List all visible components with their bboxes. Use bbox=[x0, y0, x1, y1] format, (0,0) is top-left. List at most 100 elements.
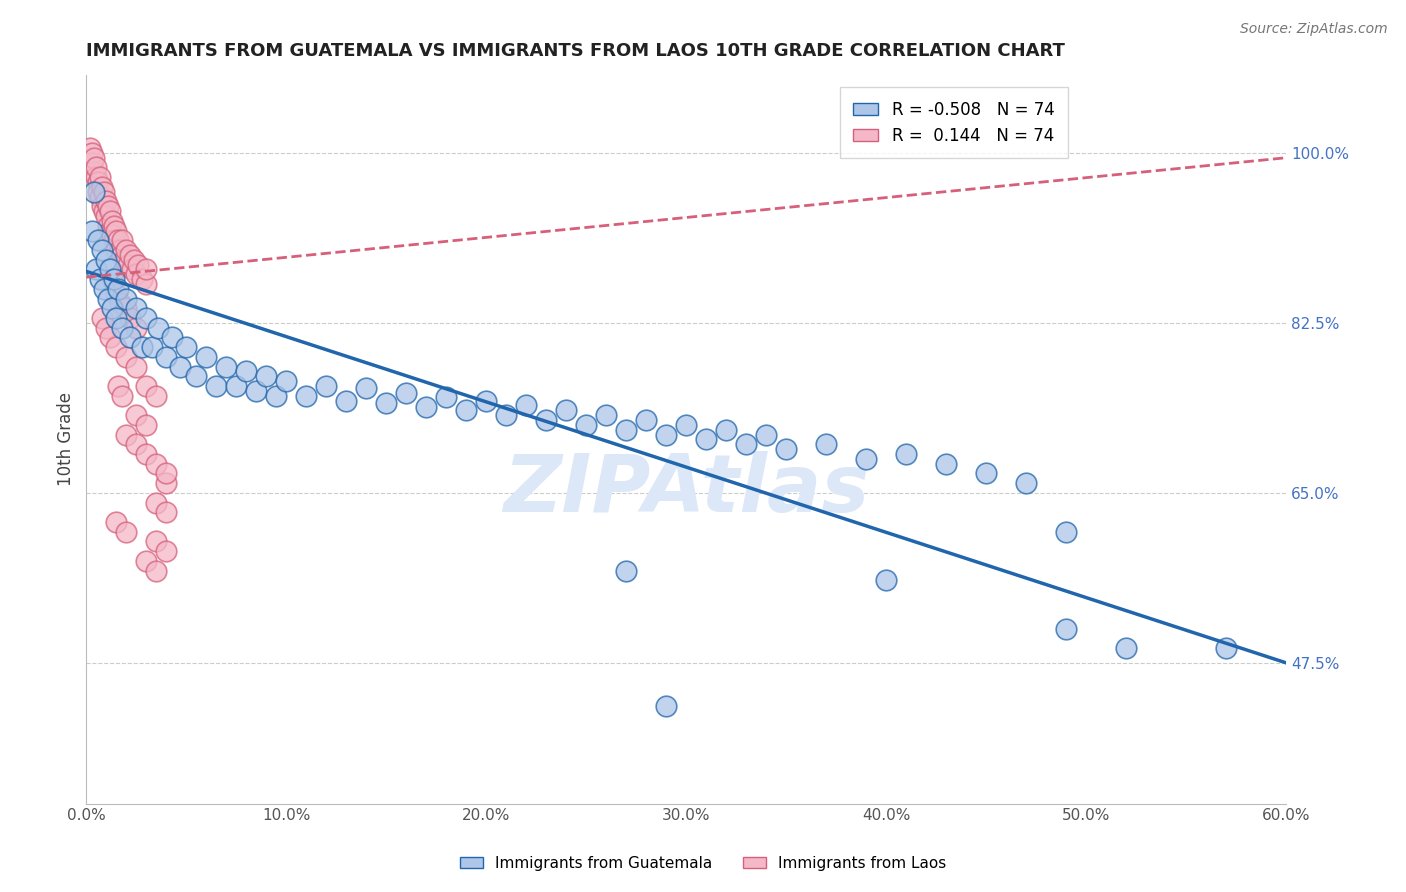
Point bbox=[111, 233, 134, 247]
Point bbox=[555, 403, 578, 417]
Point bbox=[415, 401, 437, 415]
Point bbox=[111, 248, 134, 262]
Point bbox=[101, 272, 124, 286]
Point bbox=[115, 243, 138, 257]
Point bbox=[1054, 622, 1077, 636]
Point bbox=[89, 272, 111, 286]
Point bbox=[91, 199, 114, 213]
Point bbox=[115, 301, 138, 316]
Point bbox=[83, 165, 105, 179]
Point bbox=[135, 417, 157, 432]
Point bbox=[225, 379, 247, 393]
Point bbox=[155, 350, 177, 364]
Point bbox=[87, 185, 110, 199]
Point bbox=[855, 451, 877, 466]
Point bbox=[195, 350, 218, 364]
Point bbox=[107, 282, 129, 296]
Point bbox=[84, 170, 107, 185]
Point bbox=[205, 379, 228, 393]
Point bbox=[96, 320, 118, 334]
Point bbox=[1215, 641, 1237, 656]
Point bbox=[105, 286, 128, 301]
Point bbox=[127, 258, 149, 272]
Point bbox=[215, 359, 238, 374]
Point bbox=[575, 417, 598, 432]
Point bbox=[655, 427, 678, 442]
Y-axis label: 10th Grade: 10th Grade bbox=[58, 392, 75, 486]
Point bbox=[125, 301, 148, 316]
Point bbox=[103, 233, 125, 247]
Point bbox=[97, 219, 120, 233]
Point bbox=[1115, 641, 1137, 656]
Point bbox=[93, 185, 115, 199]
Point bbox=[636, 413, 658, 427]
Point bbox=[82, 224, 104, 238]
Point bbox=[103, 272, 125, 286]
Point bbox=[614, 423, 637, 437]
Point bbox=[93, 282, 115, 296]
Point bbox=[82, 155, 104, 169]
Text: Source: ZipAtlas.com: Source: ZipAtlas.com bbox=[1240, 22, 1388, 37]
Point bbox=[120, 248, 142, 262]
Point bbox=[125, 359, 148, 374]
Point bbox=[111, 389, 134, 403]
Point bbox=[110, 243, 132, 257]
Point bbox=[125, 437, 148, 451]
Point bbox=[110, 296, 132, 310]
Point bbox=[115, 427, 138, 442]
Point bbox=[120, 330, 142, 344]
Point bbox=[96, 194, 118, 209]
Point bbox=[91, 311, 114, 326]
Point bbox=[115, 350, 138, 364]
Point bbox=[495, 408, 517, 422]
Point bbox=[755, 427, 778, 442]
Point bbox=[276, 374, 298, 388]
Point bbox=[101, 301, 124, 316]
Point bbox=[155, 544, 177, 558]
Point bbox=[125, 268, 148, 282]
Point bbox=[115, 292, 138, 306]
Point bbox=[91, 243, 114, 257]
Point bbox=[735, 437, 758, 451]
Point bbox=[103, 219, 125, 233]
Point bbox=[96, 209, 118, 223]
Point bbox=[87, 233, 110, 247]
Point bbox=[135, 447, 157, 461]
Point bbox=[254, 369, 277, 384]
Point bbox=[89, 170, 111, 185]
Point bbox=[354, 381, 377, 395]
Point bbox=[655, 699, 678, 714]
Point bbox=[84, 262, 107, 277]
Point bbox=[475, 393, 498, 408]
Point bbox=[456, 403, 478, 417]
Point bbox=[155, 505, 177, 519]
Point bbox=[131, 340, 153, 354]
Point bbox=[120, 311, 142, 326]
Point bbox=[83, 185, 105, 199]
Point bbox=[87, 175, 110, 189]
Point bbox=[105, 340, 128, 354]
Point bbox=[135, 311, 157, 326]
Point bbox=[174, 340, 197, 354]
Point bbox=[675, 417, 697, 432]
Point bbox=[101, 214, 124, 228]
Point bbox=[145, 457, 167, 471]
Point bbox=[264, 389, 287, 403]
Point bbox=[111, 320, 134, 334]
Point bbox=[98, 204, 121, 219]
Legend: Immigrants from Guatemala, Immigrants from Laos: Immigrants from Guatemala, Immigrants fr… bbox=[454, 850, 952, 877]
Point bbox=[135, 554, 157, 568]
Point bbox=[98, 262, 121, 277]
Point bbox=[145, 389, 167, 403]
Point bbox=[82, 145, 104, 160]
Point bbox=[162, 330, 184, 344]
Point bbox=[83, 151, 105, 165]
Point bbox=[105, 515, 128, 529]
Point bbox=[714, 423, 737, 437]
Point bbox=[121, 262, 143, 277]
Point bbox=[186, 369, 208, 384]
Point bbox=[105, 311, 128, 326]
Point bbox=[315, 379, 337, 393]
Point bbox=[101, 228, 124, 243]
Point bbox=[97, 292, 120, 306]
